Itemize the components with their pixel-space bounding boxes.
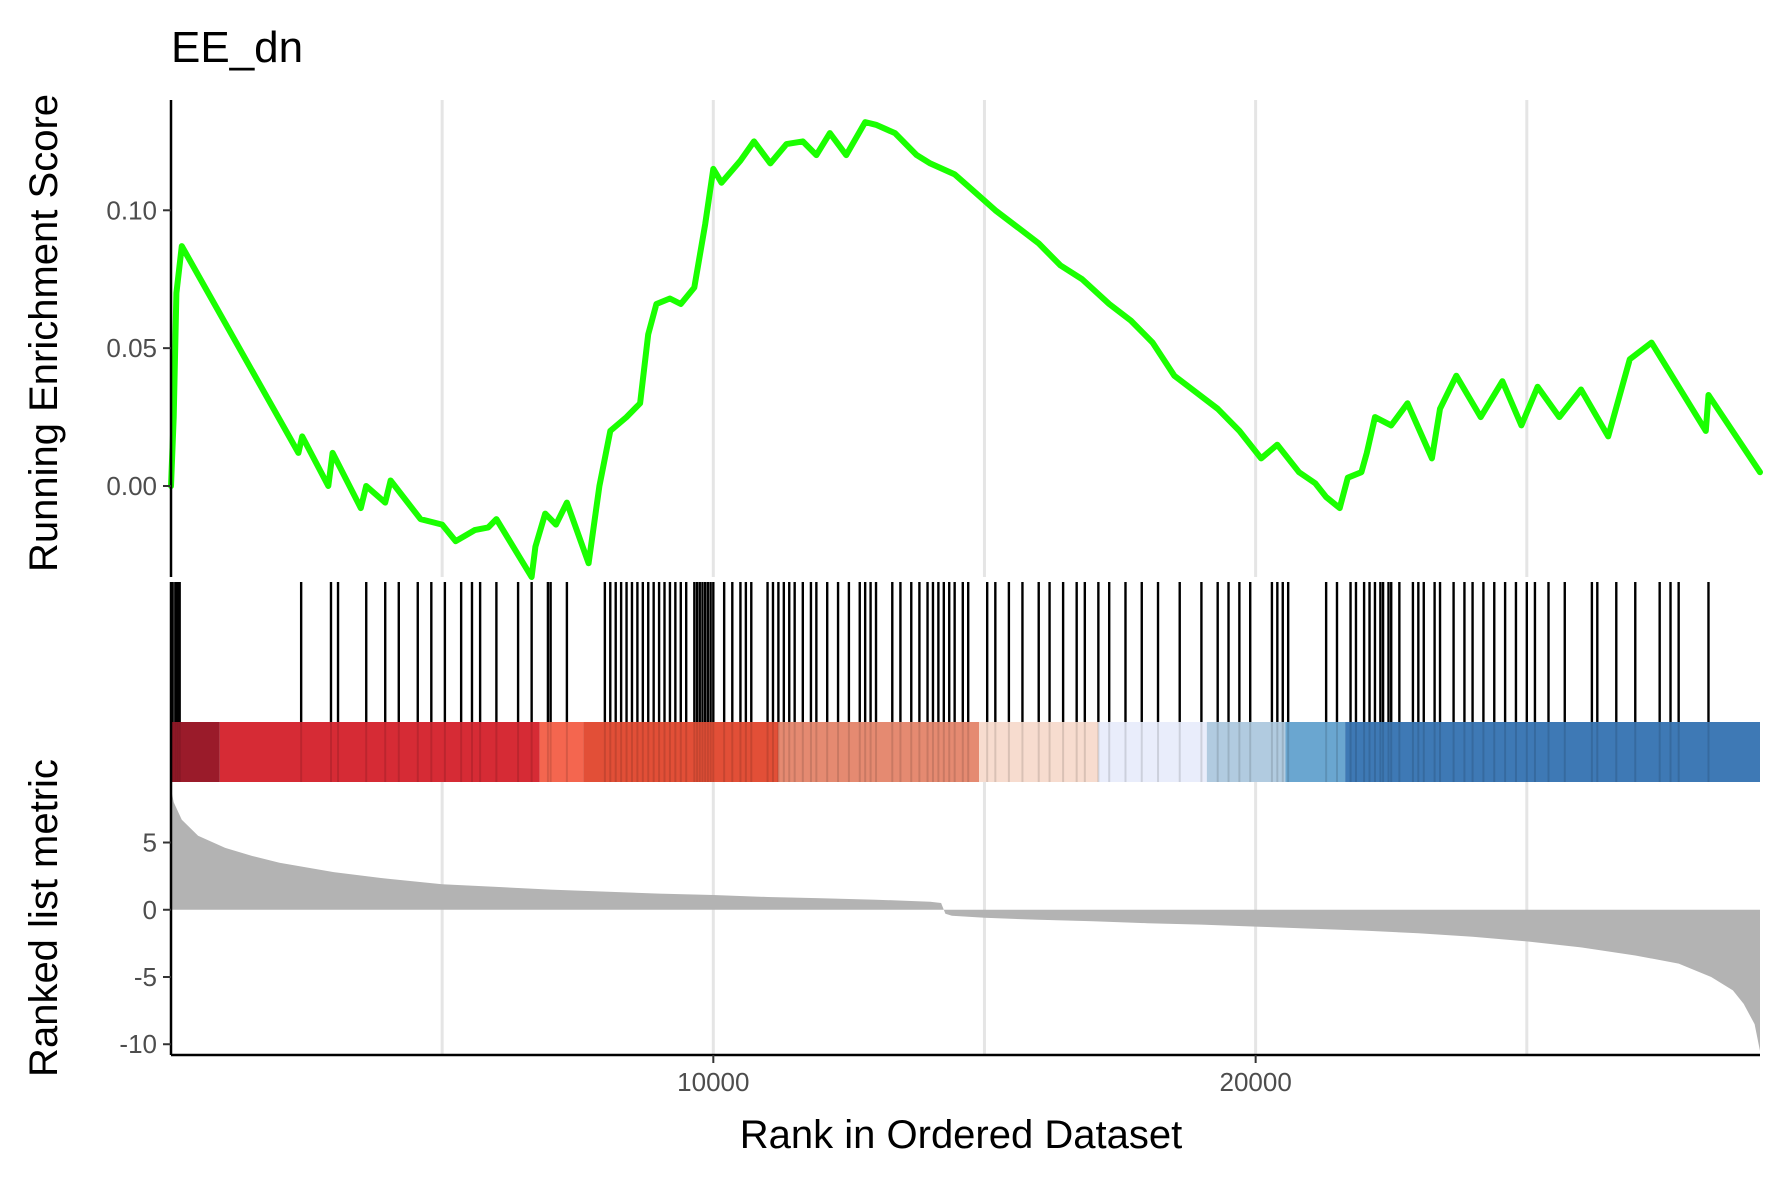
color-bar-segment [539, 722, 584, 782]
ranked-metric-area [171, 788, 1760, 1051]
color-bar-segment [171, 722, 220, 782]
x-axis-title: Rank in Ordered Dataset [740, 1113, 1182, 1157]
enrichment-y-axis-title: Running Enrichment Score [22, 94, 66, 572]
metric-y-tick-label: -10 [119, 1029, 157, 1059]
metric-y-tick-label: 0 [143, 895, 157, 925]
metric-y-axis-title: Ranked list metric [22, 759, 66, 1077]
color-bar-segment [1285, 722, 1346, 782]
color-bar-segment [778, 722, 980, 782]
enrichment-curve [168, 119, 1763, 580]
enrichment-y-tick-label: 0.10 [106, 195, 157, 225]
tick-labels: 0.00 0.05 0.10 5 0 -5 -10 10000 20000 [106, 195, 1291, 1097]
x-tick-label: 10000 [677, 1067, 749, 1097]
color-bar-segment [1206, 722, 1286, 782]
enrichment-y-tick-label: 0.00 [106, 471, 157, 501]
color-bar [171, 722, 1760, 782]
color-bar-segment [1345, 722, 1760, 782]
color-bar-segment [1098, 722, 1207, 782]
axes [163, 100, 1760, 1063]
metric-y-tick-label: 5 [143, 828, 157, 858]
chart-title: EE_dn [171, 23, 303, 72]
metric-area-layer [171, 788, 1760, 1051]
hit-marks [171, 582, 1710, 782]
color-bar-segment [219, 722, 540, 782]
color-bar-segment [979, 722, 1099, 782]
metric-y-tick-label: -5 [134, 962, 157, 992]
x-tick-label: 20000 [1219, 1067, 1291, 1097]
enrichment-y-tick-label: 0.05 [106, 333, 157, 363]
color-bar-segment [583, 722, 779, 782]
enrichment-curve-layer [168, 119, 1763, 580]
